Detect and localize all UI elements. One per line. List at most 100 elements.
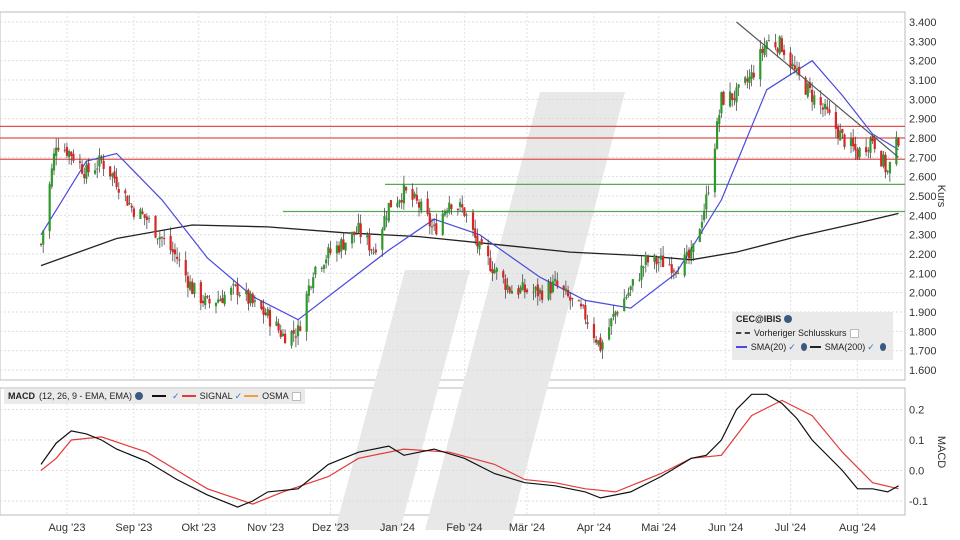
macd-line — [40, 393, 899, 508]
checkbox-icon[interactable] — [849, 328, 859, 338]
candle-body — [50, 168, 53, 187]
candle-body — [720, 92, 723, 114]
price-grid — [0, 12, 905, 380]
signal-swatch-icon — [181, 395, 196, 397]
check-icon[interactable]: ✓ — [172, 390, 180, 401]
candle-body — [683, 254, 686, 276]
candle-body — [661, 255, 665, 267]
check-icon[interactable]: ✓ — [234, 390, 243, 401]
candle-body — [266, 309, 269, 316]
osma-swatch-icon — [244, 395, 259, 397]
x-tick-label: Jul '24 — [775, 522, 806, 534]
candle-body — [98, 155, 101, 167]
candle-body — [234, 284, 237, 286]
candle-body — [428, 213, 431, 227]
candle-body — [804, 77, 807, 95]
candle-body — [55, 147, 58, 157]
x-tick-label: Mär '24 — [509, 522, 545, 534]
candle-body — [865, 147, 868, 153]
candle-body — [761, 48, 764, 53]
candle-body — [733, 98, 736, 100]
candle-body — [495, 268, 498, 272]
candle-body — [806, 83, 809, 97]
candle-body — [448, 202, 451, 213]
x-tick-label: Jan '24 — [380, 522, 415, 534]
x-tick-label: Feb '24 — [446, 522, 482, 534]
candle-body — [715, 121, 719, 149]
candle-body — [221, 297, 224, 304]
candle-body — [789, 52, 792, 69]
candle-body — [223, 294, 226, 305]
candle-body — [556, 280, 559, 286]
candle-body — [553, 278, 557, 282]
candle-body — [819, 97, 822, 106]
candle-body — [446, 210, 449, 214]
check-icon[interactable]: ✓ — [788, 341, 796, 352]
candle-body — [737, 84, 740, 88]
candle-body — [763, 46, 766, 56]
candle-body — [463, 207, 466, 216]
candle-body — [57, 147, 60, 151]
legend-title-row: CEC@IBIS — [732, 312, 893, 326]
x-tick-label: Okt '23 — [181, 522, 216, 534]
candle-body — [506, 285, 509, 290]
candle-body — [549, 283, 552, 294]
candle-body — [176, 256, 179, 259]
candle-body — [562, 285, 565, 291]
candle-body — [253, 300, 256, 302]
candle-body — [186, 276, 190, 288]
candle-body — [458, 202, 462, 207]
visibility-icon[interactable] — [879, 343, 886, 351]
candle-body — [713, 148, 717, 193]
candle-body — [707, 192, 710, 194]
candle-body — [541, 290, 544, 300]
candle-body — [767, 40, 771, 42]
price-tick-label: 1.800 — [909, 326, 937, 338]
check-icon[interactable]: ✓ — [867, 341, 875, 352]
candle-body — [184, 259, 187, 276]
candle-body — [655, 257, 658, 265]
candle-body — [236, 283, 239, 296]
price-tick-label: 2.200 — [909, 249, 937, 261]
candle-body — [579, 303, 583, 307]
visibility-icon[interactable] — [800, 343, 807, 351]
candle-body — [214, 302, 218, 307]
candle-body — [329, 248, 332, 253]
candle-body — [534, 286, 537, 291]
candle-body — [80, 164, 84, 174]
checkbox-icon[interactable] — [291, 391, 301, 401]
candle-body — [456, 208, 459, 210]
candle-body — [610, 318, 613, 327]
candle-body — [867, 150, 870, 152]
candle-body — [547, 281, 550, 300]
candle-body — [128, 203, 131, 205]
candle-body — [126, 195, 129, 206]
candle-body — [731, 93, 734, 101]
candle-body — [93, 170, 97, 174]
candle-body — [690, 249, 693, 259]
candle-body — [854, 143, 857, 151]
candle-body — [156, 238, 159, 240]
visibility-icon[interactable] — [135, 392, 144, 400]
price-tick-label: 1.600 — [909, 365, 937, 377]
candle-body — [111, 173, 114, 177]
x-axis: Aug '23 Sep '23 Okt '23 Nov '23 Dez '23 Jan '… — [48, 522, 875, 534]
candle-body — [493, 269, 496, 274]
price-legend: CEC@IBIS Vorheriger Schlusskurs SMA(20) … — [732, 312, 893, 360]
macd-legend-params: (12, 26, 9 - EMA, EMA) — [39, 391, 133, 401]
visibility-icon[interactable] — [784, 315, 793, 323]
candle-body — [750, 72, 753, 79]
candle-body — [744, 77, 747, 83]
price-tick-label: 2.100 — [909, 268, 937, 280]
candle-body — [638, 279, 641, 281]
candle-body — [834, 112, 837, 129]
candle-body — [780, 38, 783, 52]
candle-body — [219, 299, 222, 302]
candle-body — [355, 233, 358, 235]
candle-body — [52, 153, 56, 171]
candle-body — [895, 136, 898, 165]
signal-line — [40, 399, 899, 505]
candle-body — [63, 149, 66, 151]
candle-body — [746, 78, 749, 82]
